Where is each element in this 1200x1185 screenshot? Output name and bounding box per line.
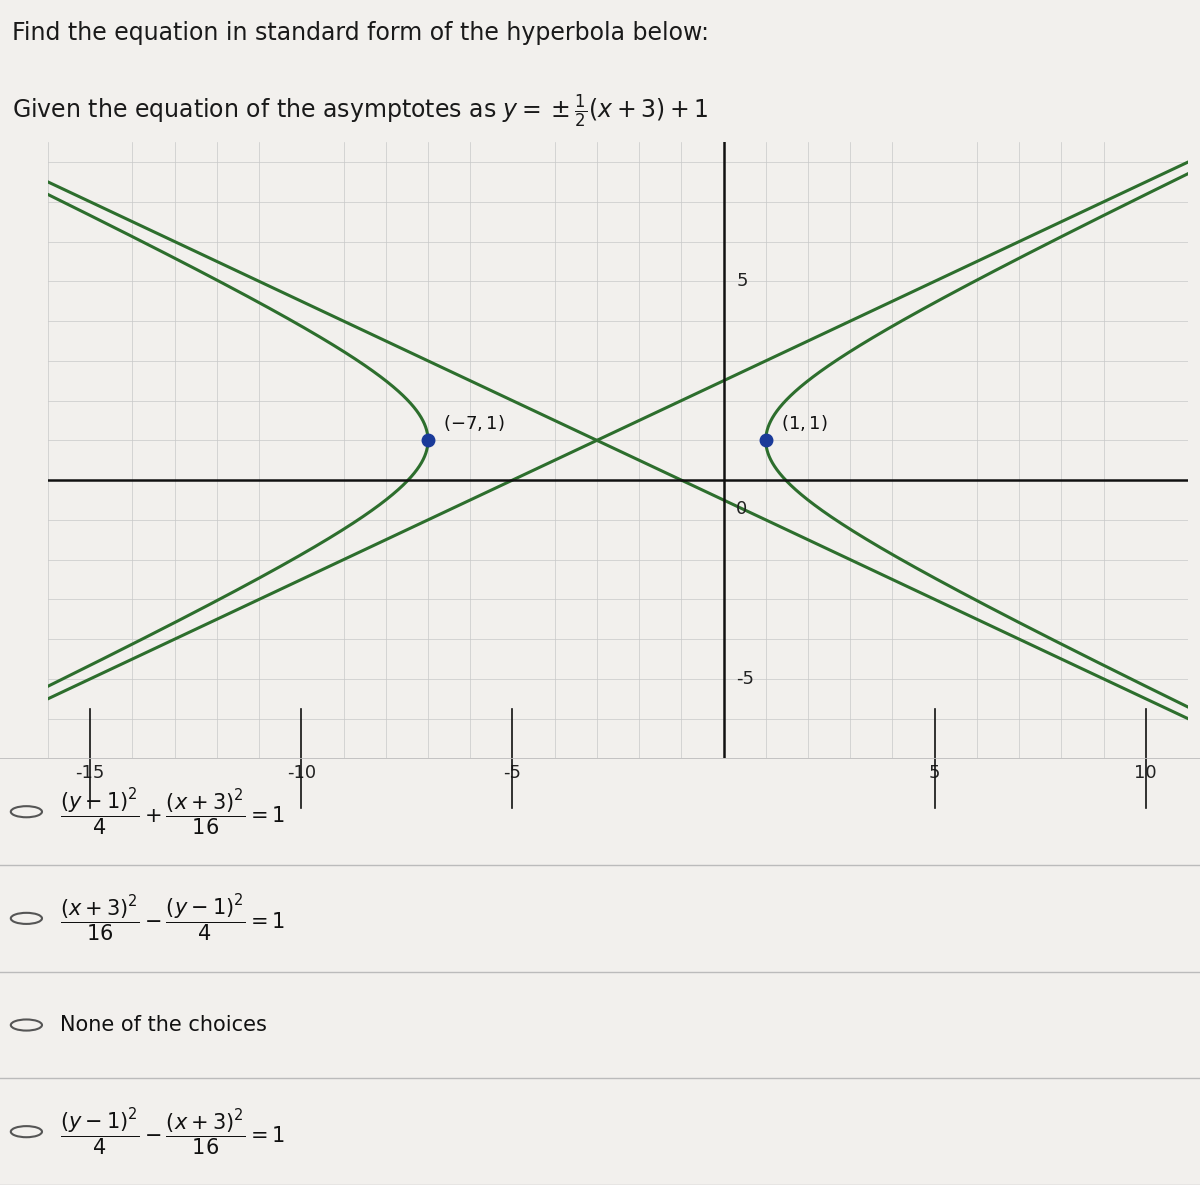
Text: -5: -5 — [737, 670, 755, 687]
Text: $(-7,1)$: $(-7,1)$ — [443, 414, 504, 434]
Text: Find the equation in standard form of the hyperbola below:: Find the equation in standard form of th… — [12, 21, 709, 45]
Text: $(1,1)$: $(1,1)$ — [780, 414, 827, 434]
Text: $\dfrac{(y-1)^2}{4} - \dfrac{(x+3)^2}{16} = 1$: $\dfrac{(y-1)^2}{4} - \dfrac{(x+3)^2}{16… — [60, 1106, 286, 1158]
Text: $\dfrac{(y-1)^2}{4} + \dfrac{(x+3)^2}{16} = 1$: $\dfrac{(y-1)^2}{4} + \dfrac{(x+3)^2}{16… — [60, 786, 286, 838]
Text: None of the choices: None of the choices — [60, 1016, 266, 1035]
Text: Given the equation of the asymptotes as $y = \pm\frac{1}{2}(x + 3) + 1$: Given the equation of the asymptotes as … — [12, 92, 708, 130]
Text: $\dfrac{(x+3)^2}{16} - \dfrac{(y-1)^2}{4} = 1$: $\dfrac{(x+3)^2}{16} - \dfrac{(y-1)^2}{4… — [60, 892, 286, 944]
Text: 0: 0 — [737, 500, 748, 518]
Text: 5: 5 — [737, 273, 748, 290]
